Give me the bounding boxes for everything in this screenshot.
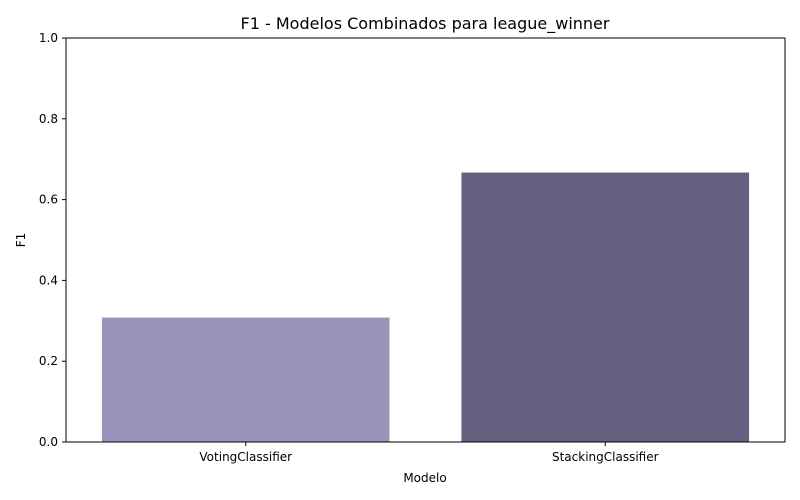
y-tick-label: 1.0 bbox=[39, 31, 58, 45]
axes-frame bbox=[65, 37, 786, 443]
y-tick-label: 0.8 bbox=[39, 112, 58, 126]
chart-title: F1 - Modelos Combinados para league_winn… bbox=[241, 14, 610, 34]
y-tick-label: 0.6 bbox=[39, 193, 58, 207]
y-tick-label: 0.2 bbox=[39, 354, 58, 368]
y-axis-title: F1 bbox=[14, 233, 28, 248]
y-tick-label: 0.4 bbox=[39, 273, 58, 287]
plot-area: VotingClassifier StackingClassifier 0.0 0.2… bbox=[39, 31, 750, 464]
x-axis-title: Modelo bbox=[403, 471, 446, 485]
y-tick-label: 0.0 bbox=[39, 435, 58, 449]
bar-votingclassifier bbox=[101, 317, 390, 442]
x-tick-label: StackingClassifier bbox=[552, 450, 659, 464]
x-tick-label: VotingClassifier bbox=[199, 450, 292, 464]
bar-stackingclassifier bbox=[461, 172, 750, 443]
